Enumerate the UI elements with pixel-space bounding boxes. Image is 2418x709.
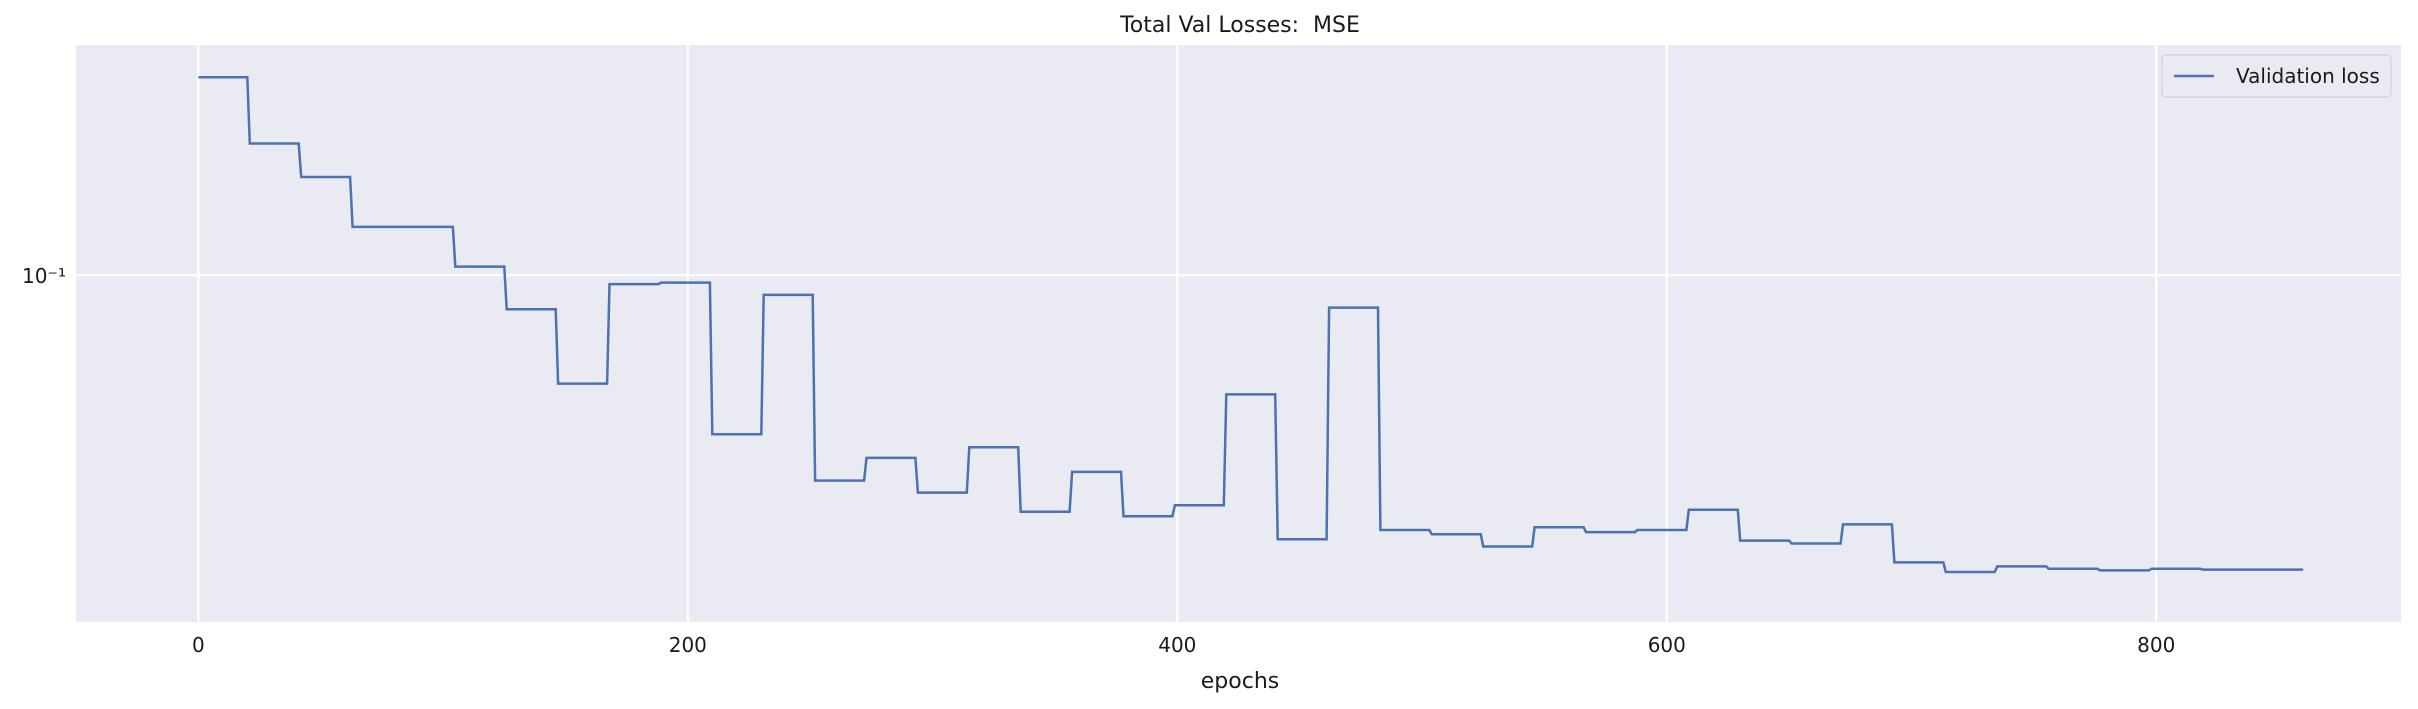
y-tick-label: 10⁻¹ [22, 264, 66, 288]
grid-layer [76, 45, 2401, 622]
x-tick-label: 800 [2137, 633, 2175, 657]
x-tick-label: 0 [192, 633, 205, 657]
x-tick-label: 400 [1158, 633, 1196, 657]
series-layer [198, 75, 2304, 574]
legend: Validation loss [2161, 54, 2392, 98]
x-tick-label: 200 [669, 633, 707, 657]
legend-label: Validation loss [2236, 64, 2380, 88]
legend-box [2161, 54, 2392, 98]
chart-title: Total Val Losses: MSE [1119, 13, 1360, 38]
x-tick-label: 600 [1648, 633, 1686, 657]
series-line [198, 75, 2304, 574]
x-tick-labels: 0 200 400 600 800 [192, 633, 2175, 657]
y-tick-labels: 10⁻¹ [22, 264, 66, 288]
plot-area [76, 45, 2401, 622]
x-axis-label: epochs [1201, 669, 1279, 694]
